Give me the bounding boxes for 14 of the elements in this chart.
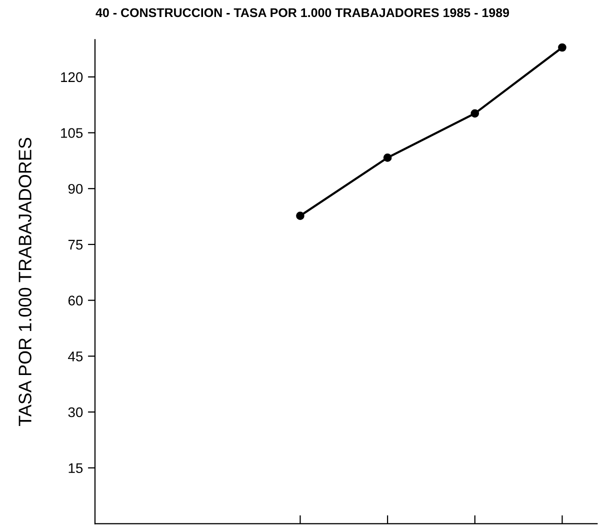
point — [558, 43, 566, 52]
y-tick-label: 60 — [68, 296, 83, 306]
y-tick-label: 90 — [68, 184, 83, 194]
point — [383, 154, 392, 162]
point — [296, 212, 304, 220]
y-tick-label: 15 — [68, 463, 83, 474]
y-tick-label: 30 — [68, 407, 83, 418]
point — [470, 109, 480, 118]
chart-title: 40 - CONSTRUCCION - TASA POR 1.000 TRABAJADORES 1985 - 1989 — [96, 8, 510, 18]
y-tick-label: 75 — [68, 240, 83, 250]
y-tick-label: 105 — [61, 128, 83, 138]
y-tick-label: 120 — [61, 72, 83, 82]
y-axis-title: TASA POR 1.000 TRABAJADORES — [18, 138, 32, 426]
y-tick-label: 45 — [68, 352, 83, 362]
